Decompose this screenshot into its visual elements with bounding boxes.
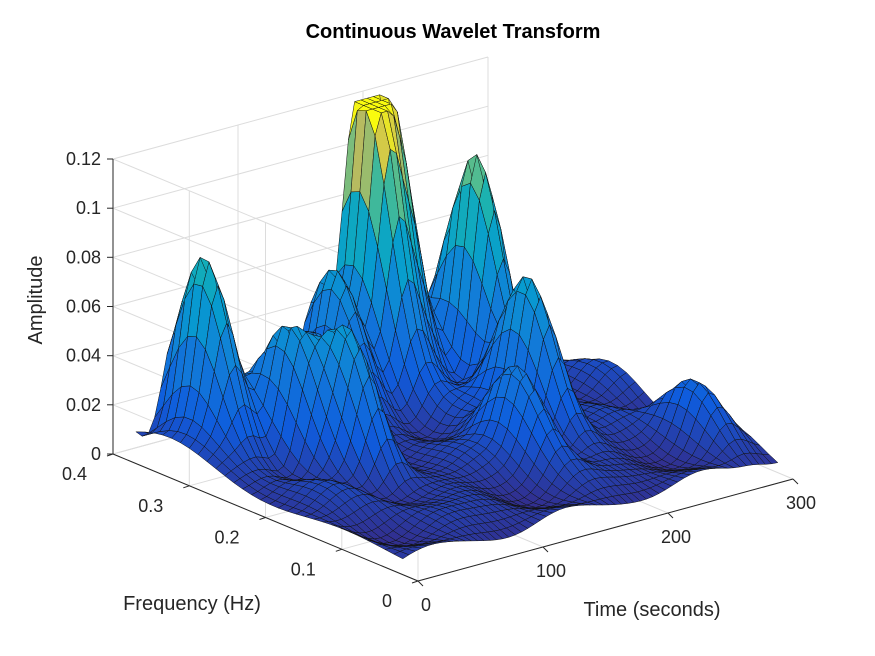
- y-axis-label: Frequency (Hz): [123, 593, 261, 615]
- y-tick-mark: [411, 580, 419, 584]
- x-tick-mark: [542, 546, 549, 553]
- surface-patch: [762, 454, 779, 465]
- grid-line: [112, 154, 489, 258]
- x-tick-mark: [792, 478, 799, 485]
- y-tick-label: 0: [382, 591, 392, 611]
- y-tick-label: 0.4: [62, 464, 87, 484]
- z-tick-label: 0.04: [66, 346, 101, 366]
- y-tick-mark: [335, 548, 342, 552]
- y-tick-label: 0.2: [214, 528, 239, 548]
- grid-line: [112, 204, 489, 307]
- x-axis-label: Time (seconds): [583, 599, 720, 621]
- z-tick-label: 0.08: [66, 247, 101, 267]
- z-tick-label: 0.06: [66, 297, 101, 317]
- y-tick-mark: [183, 485, 190, 489]
- z-tick-label: 0.1: [76, 198, 101, 218]
- x-tick-label: 200: [661, 527, 691, 547]
- x-tick-mark: [667, 512, 674, 519]
- x-tick-mark: [417, 580, 424, 587]
- surface-plot: [135, 94, 779, 560]
- y-tick-mark: [259, 517, 266, 520]
- axes: [106, 158, 799, 587]
- x-tick-label: 0: [421, 595, 431, 615]
- z-tick-label: 0.12: [66, 149, 101, 169]
- y-tick-label: 0.3: [138, 496, 163, 516]
- z-tick-label: 0: [91, 444, 101, 464]
- z-tick-label: 0.02: [66, 395, 101, 415]
- chart-title: Continuous Wavelet Transform: [306, 21, 601, 43]
- x-tick-label: 100: [536, 561, 566, 581]
- z-axis-label: Amplitude: [25, 256, 47, 345]
- y-tick-label: 0.1: [291, 559, 316, 579]
- grid-line: [112, 56, 489, 160]
- tick-labels: 010020030000.10.20.30.400.020.040.060.08…: [62, 149, 816, 615]
- grid-line: [112, 105, 489, 209]
- x-tick-label: 300: [786, 493, 816, 513]
- x-axis-line: [417, 478, 794, 582]
